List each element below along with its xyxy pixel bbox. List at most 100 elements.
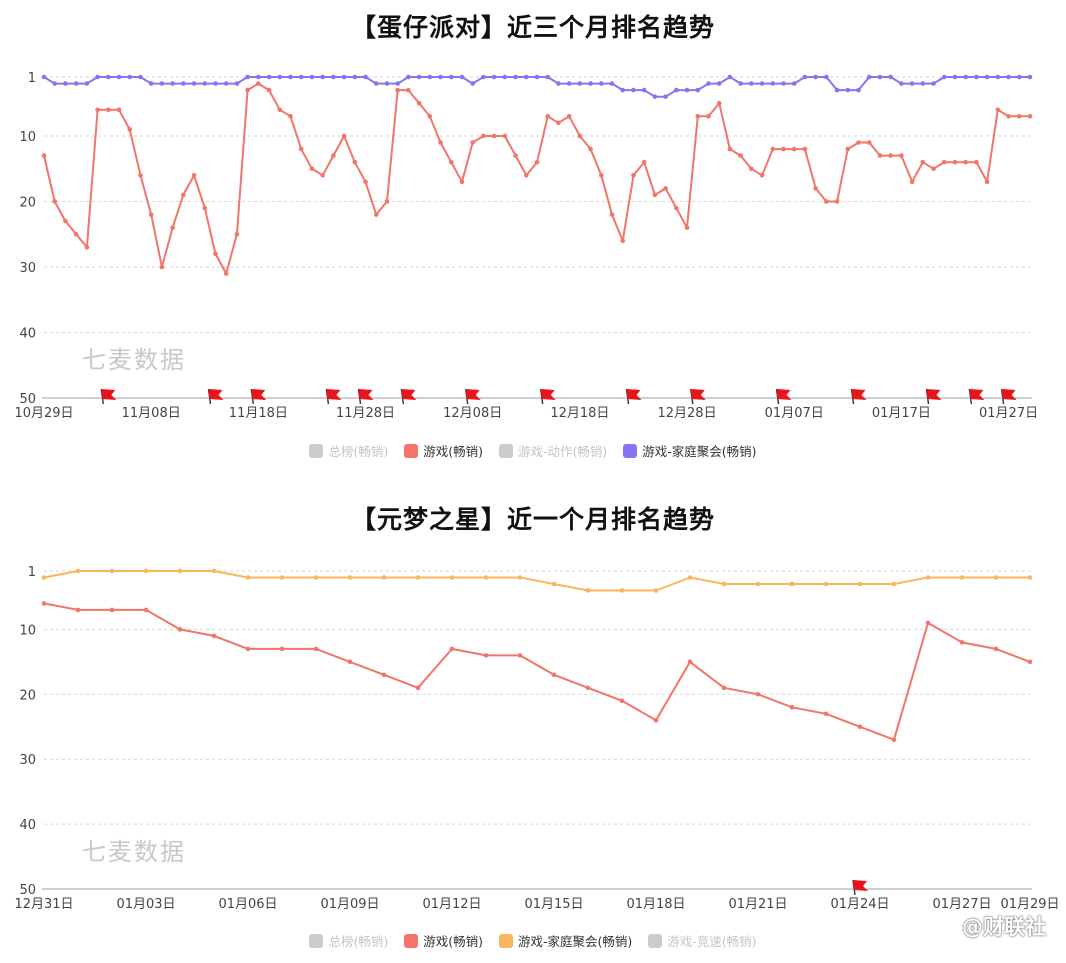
data-point bbox=[556, 81, 561, 86]
legend-item[interactable]: 游戏-家庭聚会(畅销) bbox=[499, 931, 632, 950]
flag-cloth bbox=[776, 389, 792, 400]
data-point bbox=[245, 575, 251, 580]
data-point bbox=[256, 74, 261, 80]
data-point bbox=[320, 74, 325, 80]
data-point bbox=[588, 146, 593, 152]
data-point bbox=[684, 87, 690, 93]
data-point bbox=[427, 114, 433, 119]
chart-panel-top: 【蛋仔派对】近三个月排名趋势 1 10 20 30 40 50 10月29日 11月08日 11… bbox=[0, 0, 1066, 480]
data-point bbox=[984, 74, 990, 80]
x-tick-label: 01月17日 bbox=[872, 406, 931, 421]
legend-item[interactable]: 游戏(畅销) bbox=[404, 441, 483, 460]
data-point bbox=[687, 659, 693, 665]
data-point bbox=[770, 146, 776, 152]
data-point bbox=[95, 74, 100, 80]
data-point bbox=[925, 575, 931, 580]
flag-cloth bbox=[853, 880, 868, 891]
source-logo: @财联社 bbox=[962, 915, 1046, 939]
data-point bbox=[513, 74, 518, 80]
data-point bbox=[352, 159, 358, 165]
data-point bbox=[663, 186, 668, 191]
data-point bbox=[687, 575, 693, 580]
data-point bbox=[427, 74, 433, 80]
event-flag-icon bbox=[968, 388, 985, 405]
data-point bbox=[824, 199, 829, 204]
x-tick-label: 01月21日 bbox=[728, 897, 787, 912]
data-point bbox=[695, 87, 701, 93]
data-point bbox=[481, 133, 486, 139]
legend-item[interactable]: 游戏-动作(畅销) bbox=[499, 441, 607, 460]
legend-item[interactable]: 游戏(畅销) bbox=[404, 931, 483, 950]
data-point bbox=[556, 120, 561, 126]
data-point bbox=[127, 127, 133, 132]
data-point bbox=[470, 140, 475, 145]
y-tick-label: 40 bbox=[19, 326, 36, 341]
legend-item[interactable]: 游戏-家庭聚会(畅销) bbox=[623, 441, 757, 460]
data-point bbox=[309, 74, 315, 80]
legend-item[interactable]: 总榜(畅销) bbox=[309, 441, 388, 460]
data-point bbox=[245, 87, 250, 93]
data-point bbox=[438, 74, 443, 80]
flag-cloth bbox=[540, 389, 556, 400]
data-point bbox=[95, 107, 100, 113]
legend-bottom: 总榜(畅销) 游戏(畅销) 游戏-家庭聚会(畅销) 游戏-竞速(畅销) bbox=[0, 931, 1066, 950]
data-point bbox=[513, 153, 518, 158]
data-point bbox=[834, 199, 840, 204]
data-point bbox=[406, 87, 411, 93]
x-tick-label: 01月29日 bbox=[1000, 897, 1059, 912]
data-point bbox=[620, 238, 626, 244]
flag-cloth bbox=[926, 389, 942, 400]
data-point bbox=[738, 153, 743, 158]
chart-title-top: 【蛋仔派对】近三个月排名趋势 bbox=[350, 13, 715, 42]
data-point bbox=[523, 172, 529, 178]
data-point bbox=[363, 74, 368, 80]
data-point bbox=[925, 620, 931, 626]
data-point bbox=[459, 74, 465, 80]
data-point bbox=[974, 159, 979, 165]
legend-swatch bbox=[648, 933, 663, 948]
data-point bbox=[891, 737, 897, 743]
data-point bbox=[749, 166, 754, 172]
data-point bbox=[449, 646, 455, 652]
data-point bbox=[191, 81, 197, 86]
series-line bbox=[43, 570, 1030, 592]
data-point bbox=[857, 724, 863, 730]
data-point bbox=[959, 640, 965, 645]
data-point bbox=[716, 81, 722, 86]
event-flag-icon bbox=[850, 388, 867, 405]
data-point bbox=[599, 172, 604, 178]
legend-item[interactable]: 游戏-竞速(畅销) bbox=[648, 931, 757, 950]
data-point bbox=[373, 212, 379, 217]
data-point bbox=[909, 81, 915, 86]
data-point bbox=[245, 74, 250, 80]
data-point bbox=[781, 81, 786, 86]
y-tick-label: 10 bbox=[19, 623, 36, 638]
flag-cloth bbox=[626, 389, 642, 400]
data-point bbox=[213, 251, 218, 257]
data-point bbox=[963, 74, 968, 80]
x-tick-label: 12月18日 bbox=[550, 406, 609, 421]
data-point bbox=[545, 74, 551, 80]
data-point bbox=[277, 107, 283, 113]
data-point bbox=[170, 225, 175, 230]
data-point bbox=[652, 192, 658, 198]
data-point bbox=[674, 205, 679, 211]
flag-cloth bbox=[690, 389, 706, 400]
x-tick-label: 01月15日 bbox=[524, 897, 583, 912]
data-point bbox=[170, 81, 175, 86]
data-point bbox=[706, 114, 711, 119]
x-tick-label: 12月08日 bbox=[443, 406, 502, 421]
chart-panel-bottom: 【元梦之星】近一个月排名趋势 1 10 20 30 40 50 12月31日 01月03日 01… bbox=[0, 490, 1066, 963]
data-point bbox=[298, 74, 304, 80]
data-point bbox=[619, 698, 625, 704]
legend-item[interactable]: 总榜(畅销) bbox=[309, 931, 388, 950]
data-point bbox=[1027, 659, 1033, 665]
data-point bbox=[920, 81, 926, 86]
legend-label: 游戏-家庭聚会(畅销) bbox=[642, 444, 757, 459]
flag-cloth bbox=[358, 389, 374, 400]
data-point bbox=[1027, 575, 1033, 580]
data-point bbox=[877, 153, 883, 158]
data-point bbox=[177, 568, 183, 574]
flag-cloth bbox=[851, 389, 867, 400]
